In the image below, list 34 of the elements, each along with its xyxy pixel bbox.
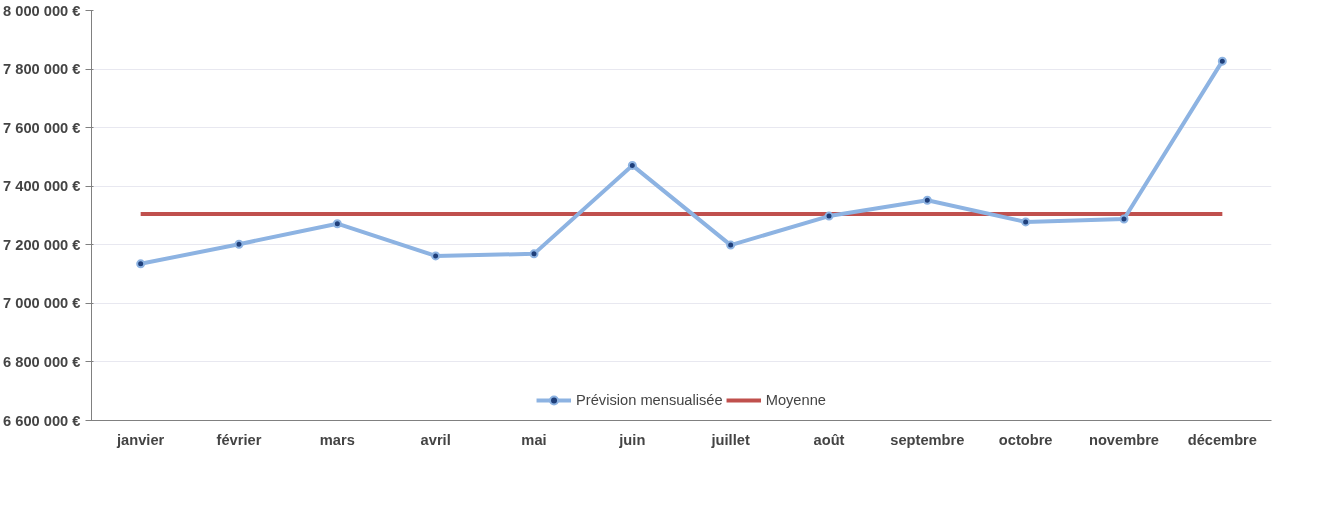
- point: [1217, 56, 1227, 66]
- x-tick-label: mai: [521, 431, 547, 448]
- x-tick-label: novembre: [1088, 431, 1160, 448]
- point: [529, 249, 539, 259]
- y-tick-label: 7 400 000 €: [3, 178, 81, 195]
- x-tick-label: décembre: [1187, 431, 1257, 448]
- x-tick-label: juin: [618, 431, 646, 448]
- point: [431, 251, 441, 261]
- y-tick-label: 6 600 000 €: [3, 412, 81, 429]
- point: [922, 195, 932, 205]
- point: [1021, 217, 1031, 227]
- point: [824, 211, 834, 221]
- legend-label: Moyenne: [765, 392, 826, 408]
- y-tick-label: 7 200 000 €: [3, 236, 81, 253]
- y-tick-label: 7 600 000 €: [3, 119, 81, 136]
- y-tick-label: 8 000 000 €: [3, 2, 81, 19]
- y-tick-label: 7 800 000 €: [3, 61, 81, 78]
- legend-label: Prévision mensualisée: [576, 392, 723, 408]
- y-tick-label: 7 000 000 €: [3, 295, 81, 312]
- point: [1119, 214, 1129, 224]
- point: [136, 259, 146, 269]
- x-tick-label: août: [813, 431, 845, 448]
- x-tick-label: mars: [319, 431, 355, 448]
- x-tick-label: janvier: [116, 431, 165, 448]
- y-tick-label: 6 800 000 €: [3, 353, 81, 370]
- x-tick-label: avril: [420, 431, 451, 448]
- point: [332, 219, 342, 229]
- x-tick-label: septembre: [890, 431, 965, 448]
- point: [627, 160, 637, 170]
- x-tick-label: octobre: [998, 431, 1053, 448]
- point: [234, 239, 244, 249]
- x-tick-label: février: [216, 431, 262, 448]
- x-tick-label: juillet: [710, 431, 750, 448]
- point: [726, 240, 736, 250]
